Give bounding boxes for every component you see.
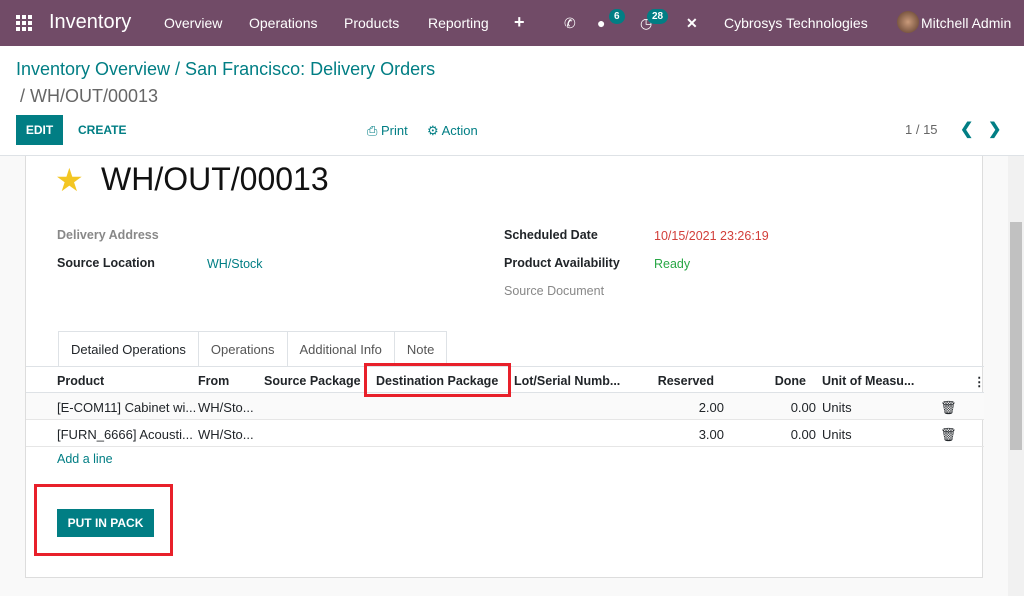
edit-button[interactable]: EDIT <box>16 115 63 145</box>
cell-uom: Units <box>822 427 852 442</box>
col-product[interactable]: Product <box>57 374 105 388</box>
control-panel: Inventory Overview / San Francisco: Deli… <box>0 46 1024 156</box>
col-lot-serial[interactable]: Lot/Serial Numb... <box>514 374 621 388</box>
availability-value: Ready <box>654 257 691 271</box>
activities-badge: 28 <box>647 9 669 24</box>
form-sheet: ★ WH/OUT/00013 Delivery Address Source L… <box>25 156 986 578</box>
highlight-destination-package <box>364 363 511 397</box>
debug-tools-icon[interactable]: ✕ <box>686 15 698 31</box>
print-label: Print <box>381 123 408 138</box>
col-reserved[interactable]: Reserved <box>657 374 714 388</box>
table-header: Product From Source Package Destination … <box>26 366 986 393</box>
apps-menu-icon[interactable] <box>16 15 32 31</box>
add-line-link[interactable]: Add a line <box>57 452 113 466</box>
menu-operations[interactable]: Operations <box>249 15 318 31</box>
col-done[interactable]: Done <box>774 374 806 388</box>
tab-additional-info[interactable]: Additional Info <box>287 331 395 367</box>
put-in-pack-button[interactable]: PUT IN PACK <box>57 509 154 537</box>
cell-reserved: 2.00 <box>698 400 724 415</box>
print-icon: ⎙ <box>367 123 382 138</box>
cell-done: 0.00 <box>790 400 816 415</box>
column-options-icon[interactable]: ⋮ <box>973 375 986 389</box>
menu-overview[interactable]: Overview <box>164 15 223 31</box>
top-navbar: Inventory Overview Operations Products R… <box>0 0 1024 46</box>
scheduled-date-value: 10/15/2021 23:26:19 <box>654 229 769 243</box>
breadcrumb-link[interactable]: Inventory Overview / San Francisco: Deli… <box>16 59 436 79</box>
record-title: WH/OUT/00013 <box>101 161 329 197</box>
table-row[interactable]: [FURN_6666] Acousti... WH/Sto... 3.00 0.… <box>26 420 984 447</box>
user-menu[interactable]: Mitchell Admin <box>921 15 1012 31</box>
cell-from: WH/Sto... <box>198 427 254 442</box>
tab-detailed-operations[interactable]: Detailed Operations <box>58 331 199 367</box>
messages-badge: 6 <box>609 9 625 24</box>
col-destination-package[interactable]: Destination Package <box>376 374 499 388</box>
delivery-address-label: Delivery Address <box>57 228 159 242</box>
action-label: Action <box>441 123 478 138</box>
tab-note[interactable]: Note <box>394 331 448 367</box>
app-name[interactable]: Inventory <box>49 11 132 33</box>
source-document-label: Source Document <box>504 284 605 298</box>
plus-icon[interactable]: + <box>514 12 525 32</box>
col-source-package[interactable]: Source Package <box>264 374 361 388</box>
cell-product: [E-COM11] Cabinet wi... <box>57 400 197 415</box>
print-button[interactable]: ⎙ Print <box>367 123 408 139</box>
source-location-value[interactable]: WH/Stock <box>207 257 263 271</box>
col-uom[interactable]: Unit of Measu... <box>822 374 915 388</box>
phone-icon[interactable]: ✆ <box>564 15 576 31</box>
availability-label: Product Availability <box>504 256 620 270</box>
pager-value[interactable]: 1 / 15 <box>905 122 938 137</box>
star-icon[interactable]: ★ <box>55 162 84 198</box>
scrollbar[interactable] <box>1008 156 1024 596</box>
chevron-right-icon[interactable]: ❯ <box>988 121 1002 138</box>
highlight-put-in-pack <box>34 484 173 556</box>
create-button[interactable]: CREATE <box>78 123 127 137</box>
cell-product: [FURN_6666] Acousti... <box>57 427 193 442</box>
cell-from: WH/Sto... <box>198 400 254 415</box>
menu-reporting[interactable]: Reporting <box>428 15 489 31</box>
chevron-left-icon[interactable]: ❮ <box>960 121 974 138</box>
notebook-tabs: Detailed Operations Operations Additiona… <box>58 331 448 367</box>
breadcrumb-current: / WH/OUT/00013 <box>20 86 159 106</box>
avatar[interactable] <box>897 11 919 33</box>
cell-done: 0.00 <box>790 427 816 442</box>
trash-icon[interactable]: 🗑 <box>940 400 957 415</box>
action-button[interactable]: ⚙ Action <box>427 123 478 139</box>
col-from[interactable]: From <box>198 374 230 388</box>
company-switcher[interactable]: Cybrosys Technologies <box>724 15 868 31</box>
source-location-label: Source Location <box>57 256 155 270</box>
cell-reserved: 3.00 <box>698 427 724 442</box>
scrollbar-thumb[interactable] <box>1010 222 1022 450</box>
table-row[interactable]: [E-COM11] Cabinet wi... WH/Sto... 2.00 0… <box>26 393 984 420</box>
tab-operations[interactable]: Operations <box>198 331 288 367</box>
scheduled-date-label: Scheduled Date <box>504 228 598 242</box>
chat-icon[interactable]: ● <box>597 15 606 31</box>
menu-products[interactable]: Products <box>344 15 400 31</box>
trash-icon[interactable]: 🗑 <box>940 427 957 442</box>
gear-icon: ⚙ <box>427 123 442 138</box>
cell-uom: Units <box>822 400 852 415</box>
